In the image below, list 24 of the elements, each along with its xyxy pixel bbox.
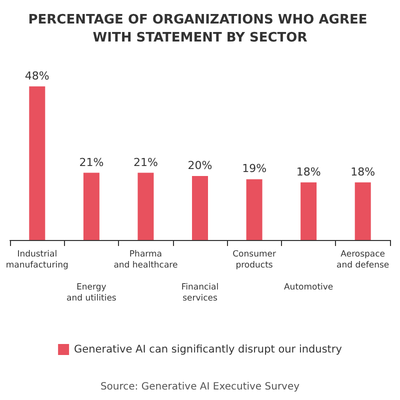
data-label: 48% [24,69,50,82]
data-label: 18% [350,165,376,178]
data-label: 21% [133,156,158,169]
data-label: 18% [296,165,321,178]
bar [300,182,317,240]
bar [29,86,46,240]
bar [354,182,371,240]
data-label: 19% [242,162,267,176]
bar [246,179,262,240]
x-tick-label: Financial services [181,282,219,304]
x-tick-label: Industrial manufacturing [6,250,68,270]
x-tick-label: Automotive [284,282,334,292]
bar [138,172,154,240]
chart-title: PERCENTAGE OF ORGANIZATIONS WHO AGREE WITH STATEMENT BY SECTOR [28,12,372,46]
bar [83,172,100,240]
x-tick-label: Pharma and healthcare [114,250,178,270]
legend-label: Generative AI can significantly disrupt our industry [74,344,342,356]
data-label: 20% [188,159,212,172]
x-tick-label: Consumer products [232,250,276,270]
data-label: 21% [79,156,104,169]
bar [192,176,208,240]
x-tick-label: Energy and utilities [66,282,117,304]
source-note: Source: Generative AI Executive Survey [100,382,300,392]
x-tick-label: Aerospace and defense [336,250,390,270]
